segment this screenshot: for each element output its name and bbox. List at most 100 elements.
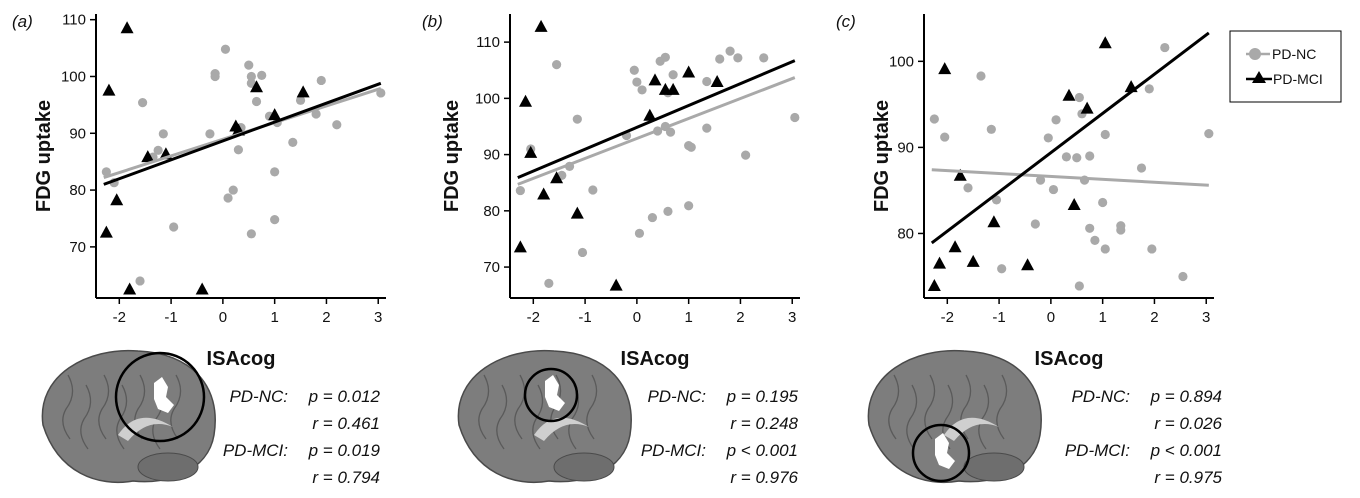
y-tick-label: 100 (61, 68, 86, 85)
x-axis-title: ISAcog (1035, 348, 1104, 370)
brain-gyrus (996, 374, 1008, 440)
brain-cerebellum (963, 452, 1025, 482)
nc-point (986, 124, 996, 134)
x-tick-label: 3 (788, 309, 796, 326)
stat-nc-p: p = 0.012 (308, 387, 381, 406)
mci-point (99, 225, 113, 238)
y-tick-label: 110 (62, 12, 86, 29)
brain-surface (41, 349, 216, 484)
nc-point (976, 71, 986, 81)
mci-point (250, 80, 264, 93)
nc-point (663, 206, 673, 216)
nc-point (668, 70, 678, 80)
nc-point (632, 77, 642, 87)
y-tick-label: 100 (889, 53, 914, 70)
nc-point (660, 52, 670, 62)
nc-point (1204, 129, 1214, 139)
brain-ventricle (944, 417, 999, 441)
nc-point (257, 70, 267, 80)
brain-gyrus (888, 374, 900, 440)
nc-point (686, 142, 696, 152)
stat-mci-p: p < 0.001 (1150, 441, 1222, 460)
y-axis-title: FDG uptake (441, 100, 463, 212)
mci-point (948, 240, 962, 253)
brain-gyrus (478, 374, 490, 440)
mci-fit-line (930, 31, 1210, 245)
x-tick-label: 0 (633, 309, 641, 326)
stat-mci-p: p = 0.019 (308, 441, 381, 460)
nc-point (1085, 151, 1095, 161)
brain-gyrus (80, 384, 92, 450)
mci-point (953, 168, 967, 181)
nc-point (572, 114, 582, 124)
x-tick-label: -2 (113, 309, 126, 326)
brain-gyrus (98, 374, 110, 440)
nc-point (963, 183, 973, 193)
mci-point (933, 256, 947, 269)
brain-cerebellum (553, 452, 615, 482)
x-tick-label: -1 (992, 309, 1005, 326)
nc-point (702, 76, 712, 87)
nc-point (634, 228, 645, 238)
mci-point (987, 215, 1001, 228)
legend-box (1229, 30, 1342, 103)
mci-point (296, 85, 310, 98)
nc-point (135, 276, 145, 286)
nc-point (270, 215, 280, 225)
mci-point (938, 62, 952, 75)
legend: PD-NC PD-MCI (1229, 30, 1342, 103)
y-axis-title: FDG uptake (871, 100, 893, 212)
nc-point (158, 129, 168, 139)
panel-0: (a) 70 80 90 100 110 -2 -1 0 1 2 3 ISAcog FDG uptake (12, 12, 386, 370)
nc-point (295, 95, 306, 105)
brain-gyrus (170, 374, 182, 440)
x-axis-title: ISAcog (621, 348, 690, 370)
nc-point (790, 112, 800, 123)
mci-point (524, 145, 538, 158)
mci-point (123, 282, 137, 295)
x-tick-label: -1 (164, 309, 177, 326)
brain-image-0 (41, 349, 216, 484)
nc-point (316, 75, 326, 86)
y-tick-label: 80 (69, 182, 86, 199)
nc-point (1072, 153, 1082, 163)
nc-point (759, 53, 769, 63)
nc-point (515, 185, 525, 196)
nc-point (929, 114, 939, 124)
nc-point (684, 201, 694, 211)
stat-mci-r: r = 0.794 (312, 468, 380, 487)
stat-nc-name: PD-NC: (229, 387, 288, 406)
nc-point (940, 132, 950, 142)
brain-gyrus (496, 384, 508, 450)
x-tick-label: -1 (578, 309, 591, 326)
nc-point (246, 229, 256, 239)
nc-point (552, 60, 562, 70)
nc-point (577, 247, 588, 258)
stats-block-1: PD-NC: p = 0.195 r = 0.248 PD-MCI: p < 0.001… (641, 387, 799, 487)
stat-mci-r: r = 0.975 (1154, 468, 1222, 487)
nc-point (246, 71, 256, 82)
mci-fit-line (517, 59, 796, 180)
stat-mci-name: PD-MCI: (641, 441, 706, 460)
mci-point (110, 193, 124, 206)
mci-point (643, 108, 657, 121)
nc-point (1074, 92, 1084, 103)
nc-point (233, 145, 244, 155)
nc-point (588, 185, 598, 195)
x-tick-label: 2 (736, 309, 744, 326)
nc-fit-line (517, 76, 796, 186)
nc-point (715, 54, 725, 64)
nc-point (1098, 197, 1108, 208)
brain-surface (867, 349, 1042, 484)
brain-image-1 (457, 349, 632, 484)
nc-point (1090, 235, 1100, 245)
brain-cerebellum (137, 452, 199, 482)
x-tick-label: -2 (941, 309, 954, 326)
roi-circle (114, 351, 206, 443)
nc-point (228, 185, 238, 195)
y-tick-label: 90 (69, 125, 86, 142)
nc-point (1116, 221, 1126, 231)
nc-point (223, 193, 233, 203)
stat-mci-name: PD-MCI: (1065, 441, 1130, 460)
